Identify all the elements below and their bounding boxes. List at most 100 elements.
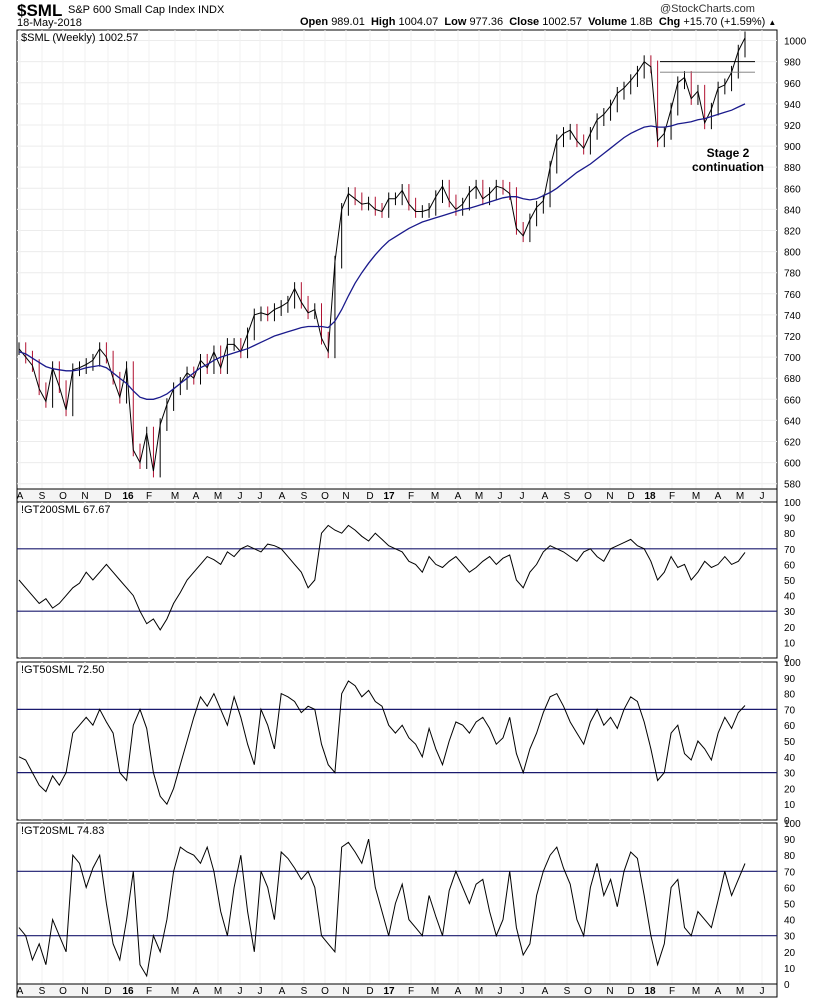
volume-value: 1.8B xyxy=(630,16,653,28)
x-tick-label: N xyxy=(606,986,613,997)
open-label: Open xyxy=(300,16,329,28)
y-tick-label: 100 xyxy=(784,819,801,830)
x-tick-label: J xyxy=(520,986,525,997)
x-tick-label: N xyxy=(81,491,88,502)
x-tick-label: M xyxy=(171,491,179,502)
y-tick-label: 10 xyxy=(784,638,796,649)
series-line xyxy=(18,838,746,978)
x-tick-label: S xyxy=(39,491,46,502)
y-tick-label: 20 xyxy=(784,948,796,959)
x-tick-label: J xyxy=(760,491,765,502)
high-value: 1004.07 xyxy=(398,16,439,28)
series-line xyxy=(18,37,746,472)
x-tick-label: F xyxy=(669,986,675,997)
y-tick-label: 80 xyxy=(784,690,796,701)
panel-title: !GT200SML 67.67 xyxy=(21,504,110,516)
y-tick-label: 900 xyxy=(784,142,801,153)
panel-title: !GT50SML 72.50 xyxy=(21,664,104,676)
y-tick-label: 760 xyxy=(784,290,801,301)
y-tick-label: 50 xyxy=(784,900,796,911)
x-tick-label: A xyxy=(17,986,24,997)
low-value: 977.36 xyxy=(469,16,504,28)
y-tick-label: 40 xyxy=(784,916,796,927)
y-tick-label: 10 xyxy=(784,800,796,811)
y-tick-label: 1000 xyxy=(784,37,807,48)
dropdown-icon[interactable]: ▲ xyxy=(768,18,777,27)
high-label: High xyxy=(370,16,396,28)
x-tick-label: J xyxy=(238,986,243,997)
y-tick-label: 940 xyxy=(784,100,801,111)
y-tick-label: 980 xyxy=(784,58,801,69)
x-tick-label: O xyxy=(321,491,329,502)
y-tick-label: 60 xyxy=(784,721,796,732)
x-tick-label: A xyxy=(715,986,722,997)
panel-title: $SML (Weekly) 1002.57 xyxy=(21,32,138,44)
y-tick-label: 780 xyxy=(784,269,801,280)
x-tick-label: M xyxy=(171,986,179,997)
low-label: Low xyxy=(444,16,467,28)
panel-title: !GT20SML 74.83 xyxy=(21,825,104,837)
x-tick-label: N xyxy=(606,491,613,502)
x-tick-label: 17 xyxy=(383,491,395,502)
y-tick-label: 90 xyxy=(784,835,796,846)
x-tick-label: A xyxy=(455,491,462,502)
x-tick-label: S xyxy=(301,491,308,502)
y-tick-label: 40 xyxy=(784,592,796,603)
x-axis-bar xyxy=(16,983,778,998)
y-tick-label: 920 xyxy=(784,121,801,132)
x-tick-label: M xyxy=(475,986,483,997)
y-tick-label: 580 xyxy=(784,480,801,491)
series-line xyxy=(18,680,746,806)
y-tick-label: 80 xyxy=(784,851,796,862)
x-tick-label: O xyxy=(59,491,67,502)
x-tick-label: N xyxy=(342,986,349,997)
x-tick-label: S xyxy=(301,986,308,997)
y-tick-label: 40 xyxy=(784,753,796,764)
x-tick-label: M xyxy=(475,491,483,502)
exchange-label: INDX xyxy=(198,4,225,16)
panel-frame xyxy=(16,822,778,985)
x-tick-label: A xyxy=(193,491,200,502)
y-tick-label: 0 xyxy=(784,980,790,991)
x-tick-label: S xyxy=(39,986,46,997)
x-tick-label: J xyxy=(258,986,263,997)
y-tick-label: 860 xyxy=(784,184,801,195)
x-tick-label: N xyxy=(342,491,349,502)
x-tick-label: F xyxy=(408,986,414,997)
panel-3: 0 10 20 30 40 50 60 70 80 90 100 !GT20SML 74.83 A S O N… xyxy=(16,819,801,998)
annotation-text: Stage 2 xyxy=(707,146,750,160)
x-tick-label: D xyxy=(366,491,373,502)
x-tick-label: M xyxy=(692,491,700,502)
x-tick-label: A xyxy=(542,986,549,997)
y-tick-label: 820 xyxy=(784,226,801,237)
x-tick-label: O xyxy=(321,986,329,997)
x-tick-label: 17 xyxy=(383,986,395,997)
x-tick-label: J xyxy=(760,986,765,997)
y-tick-label: 30 xyxy=(784,769,796,780)
y-tick-label: 620 xyxy=(784,438,801,449)
y-tick-label: 0 xyxy=(784,816,790,827)
x-tick-label: J xyxy=(498,986,503,997)
series-line xyxy=(18,524,746,631)
x-tick-label: 18 xyxy=(644,491,656,502)
panel-0: 580 600 620 640 660 680 700 720 740 760 780 800 820 8… xyxy=(16,29,807,503)
x-tick-label: J xyxy=(238,491,243,502)
x-tick-label: A xyxy=(279,986,286,997)
annotation-text: continuation xyxy=(692,160,764,174)
y-tick-label: 50 xyxy=(784,737,796,748)
x-tick-label: O xyxy=(584,986,592,997)
ohlc-summary: Open 989.01 High 1004.07 Low 977.36 Clos… xyxy=(300,16,776,28)
panel-2: 0 10 20 30 40 50 60 70 80 90 100 !GT50SML 72.50 xyxy=(16,658,801,827)
chg-value: +15.70 (+1.59%) xyxy=(683,16,766,28)
x-tick-label: A xyxy=(17,491,24,502)
y-tick-label: 70 xyxy=(784,705,796,716)
y-tick-label: 700 xyxy=(784,353,801,364)
x-tick-label: 18 xyxy=(644,986,656,997)
y-tick-label: 30 xyxy=(784,607,796,618)
x-tick-label: M xyxy=(736,986,744,997)
y-tick-label: 740 xyxy=(784,311,801,322)
x-tick-label: O xyxy=(584,491,592,502)
y-tick-label: 60 xyxy=(784,883,796,894)
y-tick-label: 680 xyxy=(784,374,801,385)
